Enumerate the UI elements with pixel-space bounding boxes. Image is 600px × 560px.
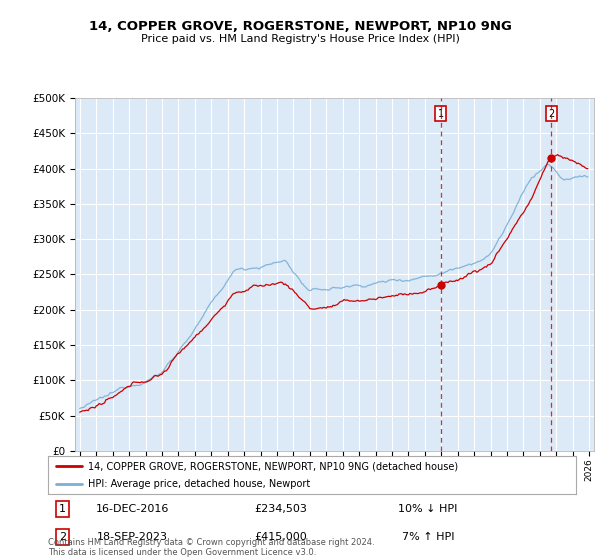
Text: 1: 1 xyxy=(59,504,66,514)
Text: Contains HM Land Registry data © Crown copyright and database right 2024.
This d: Contains HM Land Registry data © Crown c… xyxy=(48,538,374,557)
Text: £234,503: £234,503 xyxy=(254,504,307,514)
Text: 18-SEP-2023: 18-SEP-2023 xyxy=(97,532,168,542)
Text: £415,000: £415,000 xyxy=(254,532,307,542)
Text: 14, COPPER GROVE, ROGERSTONE, NEWPORT, NP10 9NG: 14, COPPER GROVE, ROGERSTONE, NEWPORT, N… xyxy=(89,20,511,33)
Text: 1: 1 xyxy=(437,109,443,119)
Text: 16-DEC-2016: 16-DEC-2016 xyxy=(96,504,169,514)
Text: 14, COPPER GROVE, ROGERSTONE, NEWPORT, NP10 9NG (detached house): 14, COPPER GROVE, ROGERSTONE, NEWPORT, N… xyxy=(88,461,458,471)
Text: 2: 2 xyxy=(59,532,67,542)
Text: HPI: Average price, detached house, Newport: HPI: Average price, detached house, Newp… xyxy=(88,479,310,489)
Text: Price paid vs. HM Land Registry's House Price Index (HPI): Price paid vs. HM Land Registry's House … xyxy=(140,34,460,44)
Text: 2: 2 xyxy=(548,109,554,119)
Text: 10% ↓ HPI: 10% ↓ HPI xyxy=(398,504,458,514)
Text: 7% ↑ HPI: 7% ↑ HPI xyxy=(402,532,454,542)
